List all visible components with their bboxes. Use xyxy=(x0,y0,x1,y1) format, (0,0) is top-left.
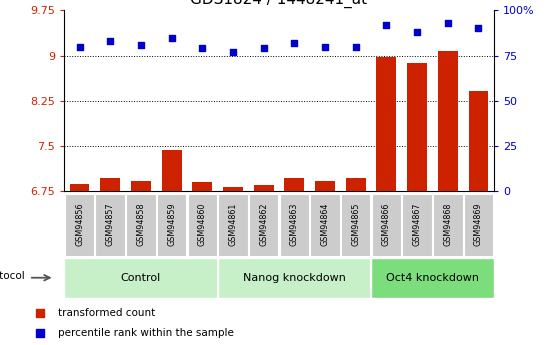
Point xyxy=(75,44,84,49)
Text: Nanog knockdown: Nanog knockdown xyxy=(243,273,346,283)
Text: GSM94866: GSM94866 xyxy=(382,202,391,246)
Bar xyxy=(95,195,125,256)
Bar xyxy=(402,195,432,256)
Text: GSM94861: GSM94861 xyxy=(228,202,238,246)
Text: GSM94858: GSM94858 xyxy=(136,202,146,246)
Bar xyxy=(310,195,340,256)
Text: GSM94869: GSM94869 xyxy=(474,202,483,246)
Bar xyxy=(162,150,181,191)
Point xyxy=(198,46,206,51)
Bar xyxy=(433,195,463,256)
Text: GSM94862: GSM94862 xyxy=(259,202,268,246)
Bar xyxy=(218,258,371,298)
Bar xyxy=(223,187,243,191)
Bar xyxy=(131,181,151,191)
Bar xyxy=(469,91,488,191)
Bar xyxy=(157,195,186,256)
Bar xyxy=(315,181,335,191)
Bar xyxy=(377,58,396,191)
Text: GSM94857: GSM94857 xyxy=(105,202,115,246)
Bar xyxy=(285,178,304,191)
Text: protocol: protocol xyxy=(0,271,25,280)
Point xyxy=(290,40,299,46)
Bar xyxy=(371,258,494,298)
Point xyxy=(320,44,329,49)
Bar xyxy=(218,195,248,256)
Point xyxy=(474,26,483,31)
Bar xyxy=(70,184,89,191)
Bar xyxy=(193,183,212,191)
Bar xyxy=(341,195,371,256)
Point xyxy=(351,44,360,49)
Point xyxy=(443,20,452,26)
Text: Control: Control xyxy=(121,273,161,283)
Bar xyxy=(280,195,309,256)
Point xyxy=(259,46,268,51)
Bar xyxy=(254,186,273,191)
Text: Oct4 knockdown: Oct4 knockdown xyxy=(386,273,479,283)
Point xyxy=(229,49,238,55)
Bar xyxy=(126,195,156,256)
Bar xyxy=(249,195,278,256)
Point xyxy=(136,42,145,48)
Point xyxy=(105,38,115,44)
Bar xyxy=(65,195,94,256)
Bar xyxy=(100,178,120,191)
Text: GSM94856: GSM94856 xyxy=(75,202,84,246)
Text: GSM94868: GSM94868 xyxy=(443,202,453,246)
Point xyxy=(389,59,398,65)
Text: GSM94860: GSM94860 xyxy=(198,202,207,246)
Bar xyxy=(346,178,365,191)
Bar xyxy=(187,195,217,256)
Bar xyxy=(64,258,218,298)
Text: transformed count: transformed count xyxy=(58,308,155,318)
Bar xyxy=(372,195,401,256)
Text: GSM94867: GSM94867 xyxy=(412,202,422,246)
Point xyxy=(389,239,398,245)
Bar xyxy=(464,195,493,256)
Text: GSM94863: GSM94863 xyxy=(290,202,299,246)
Text: GSM94865: GSM94865 xyxy=(351,202,360,246)
Point xyxy=(382,22,391,28)
Bar xyxy=(407,63,427,191)
Text: GSM94859: GSM94859 xyxy=(167,202,176,246)
Title: GDS1824 / 1448241_at: GDS1824 / 1448241_at xyxy=(190,0,368,8)
Bar xyxy=(438,51,458,191)
Text: GSM94864: GSM94864 xyxy=(320,202,330,246)
Point xyxy=(167,35,176,40)
Point xyxy=(412,29,421,35)
Text: percentile rank within the sample: percentile rank within the sample xyxy=(58,328,234,338)
